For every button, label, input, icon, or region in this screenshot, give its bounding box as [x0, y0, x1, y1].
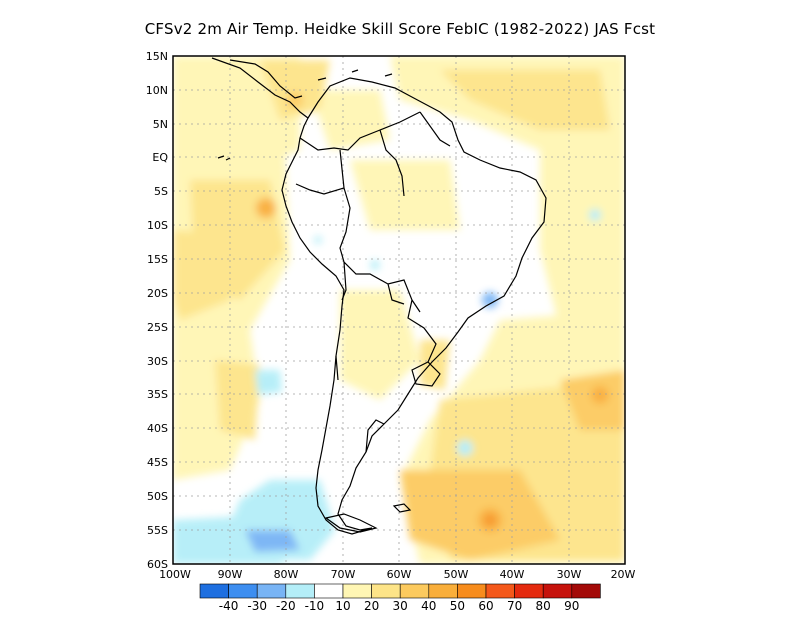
- caribbean-islands: [317, 69, 393, 81]
- colorbar: [199, 583, 601, 599]
- chart-title: CFSv2 2m Air Temp. Heidke Skill Score Fe…: [144, 20, 656, 38]
- lat-label: 40S: [147, 422, 168, 435]
- lon-label: 60W: [387, 568, 412, 581]
- colorbar-label: 50: [450, 599, 465, 613]
- lat-label: 30S: [147, 355, 168, 368]
- colorbar-label: 60: [478, 599, 493, 613]
- lat-label: 5N: [153, 118, 168, 131]
- lat-label: 15N: [146, 50, 168, 63]
- falklands: [392, 503, 412, 513]
- colorbar-swatch: [342, 583, 372, 599]
- colorbar-label: 70: [507, 599, 522, 613]
- colorbar-label: 30: [393, 599, 408, 613]
- colorbar-swatch: [371, 583, 401, 599]
- lon-label: 30W: [557, 568, 582, 581]
- lon-label: 70W: [331, 568, 356, 581]
- colorbar-label: -10: [305, 599, 325, 613]
- colorbar-swatch: [542, 583, 573, 599]
- lat-label: 50S: [147, 490, 168, 503]
- lat-label: 45S: [147, 456, 168, 469]
- galapagos: [217, 155, 231, 161]
- lon-label: 90W: [218, 568, 243, 581]
- colorbar-label: 40: [421, 599, 436, 613]
- map-frame: [172, 55, 626, 565]
- colorbar-swatch: [256, 583, 287, 599]
- grid-lines: [173, 56, 625, 564]
- lon-label: 20W: [611, 568, 636, 581]
- lat-label: EQ: [152, 151, 168, 164]
- colorbar-swatch: [285, 583, 315, 599]
- central-america-coast: [211, 57, 309, 119]
- colorbar-swatch: [314, 583, 344, 599]
- colorbar-label: -40: [219, 599, 239, 613]
- lon-label: 80W: [274, 568, 299, 581]
- lat-label: 15S: [147, 253, 168, 266]
- colorbar-label: 20: [364, 599, 379, 613]
- colorbar-swatch: [514, 583, 544, 599]
- colorbar-swatch: [428, 583, 458, 599]
- colorbar-swatch: [485, 583, 515, 599]
- colorbar-swatch: [399, 583, 430, 599]
- colorbar-label: 10: [335, 599, 350, 613]
- lat-label: 60S: [147, 558, 168, 571]
- lat-label: 35S: [147, 388, 168, 401]
- lat-axis: 15N 10N 5N EQ 5S 10S 15S 20S 25S 30S 35S…: [146, 50, 169, 571]
- coastlines: [211, 57, 547, 535]
- colorbar-label: 80: [536, 599, 551, 613]
- colorbar-swatch: [228, 583, 258, 599]
- lat-label: 10S: [147, 219, 168, 232]
- lon-axis: 100W 90W 80W 70W 60W 50W 40W 30W 20W: [159, 568, 635, 581]
- lat-label: 20S: [147, 287, 168, 300]
- lat-label: 5S: [154, 185, 168, 198]
- lat-label: 10N: [146, 84, 168, 97]
- colorbar-label: -30: [247, 599, 267, 613]
- uruguay-outline: [411, 361, 441, 387]
- colorbar-swatch: [199, 583, 229, 599]
- colorbar-labels: -40 -30 -20 -10 10 20 30 40 50 60 70 80 90: [219, 599, 580, 613]
- lon-label: 50W: [444, 568, 469, 581]
- colorbar-label: -20: [276, 599, 296, 613]
- colorbar-swatch: [571, 583, 601, 599]
- tierra-del-fuego: [324, 513, 378, 533]
- central-america-caribbean: [229, 59, 303, 99]
- colorbar-swatch: [457, 583, 487, 599]
- lat-label: 25S: [147, 321, 168, 334]
- country-borders: [295, 111, 451, 453]
- lon-label: 40W: [500, 568, 525, 581]
- south-america-outline: [281, 77, 547, 535]
- lon-label: 100W: [159, 568, 191, 581]
- lat-label: 55S: [147, 524, 168, 537]
- colorbar-label: 90: [564, 599, 579, 613]
